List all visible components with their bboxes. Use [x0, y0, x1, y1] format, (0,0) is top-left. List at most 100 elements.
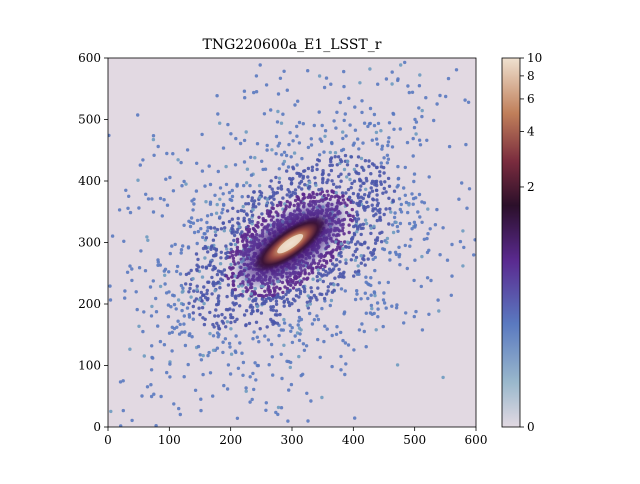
pixel-point [324, 292, 329, 296]
pixel-point [317, 110, 321, 114]
pixel-point [366, 296, 370, 301]
pixel-point [379, 180, 383, 184]
pixel-point [359, 184, 363, 188]
pixel-point [229, 327, 233, 331]
pixel-point [325, 327, 329, 331]
pixel-point [248, 375, 252, 379]
pixel-point [234, 136, 238, 141]
pixel-point [137, 206, 141, 210]
pixel-point [215, 272, 220, 277]
colorbar-axis: 0 2 4 6 8 10 [520, 51, 542, 434]
pixel-point [182, 314, 186, 318]
pixel-point [343, 240, 347, 244]
pixel-point [194, 252, 199, 256]
pixel-point [186, 246, 191, 250]
pixel-point [279, 184, 283, 188]
pixel-point [230, 217, 234, 221]
pixel-point [210, 244, 214, 248]
pixel-point [295, 194, 299, 199]
pixel-point [244, 236, 248, 240]
pixel-point [230, 230, 234, 234]
pixel-point [398, 263, 402, 267]
pixel-point [182, 179, 186, 184]
pixel-point [350, 237, 354, 241]
pixel-point [317, 153, 322, 157]
pixel-point [342, 275, 346, 279]
pixel-point [229, 262, 233, 267]
pixel-point [215, 331, 220, 335]
pixel-point [411, 154, 415, 158]
pixel-point [353, 297, 358, 302]
pixel-point [417, 192, 422, 197]
pixel-point [386, 140, 391, 144]
x-tick-label: 300 [281, 433, 304, 447]
pixel-point [243, 232, 247, 236]
pixel-point [158, 196, 163, 201]
pixel-point [360, 165, 364, 169]
pixel-point [255, 308, 260, 312]
pixel-point [189, 295, 193, 299]
pixel-point [373, 241, 378, 245]
pixel-point [329, 270, 333, 274]
chart-title: TNG220600a_E1_LSST_r [203, 37, 382, 53]
pixel-point [371, 198, 376, 202]
pixel-point [345, 203, 349, 207]
pixel-point [379, 165, 384, 169]
pixel-point [286, 165, 291, 169]
pixel-point [323, 324, 327, 328]
pixel-point [386, 280, 390, 285]
pixel-point [335, 325, 339, 329]
pixel-point [357, 269, 361, 273]
pixel-point [342, 84, 346, 89]
pixel-point [308, 184, 312, 189]
pixel-point [403, 165, 407, 170]
pixel-point [319, 187, 324, 191]
pixel-point [347, 195, 352, 200]
pixel-point [390, 304, 394, 308]
pixel-point [226, 363, 231, 367]
pixel-point [328, 303, 332, 308]
pixel-point [380, 147, 384, 151]
pixel-point [218, 286, 222, 290]
pixel-point [374, 328, 378, 332]
pixel-point [288, 176, 292, 181]
pixel-point [309, 266, 314, 270]
pixel-point [413, 117, 417, 122]
pixel-point [315, 314, 319, 318]
pixel-point [342, 232, 346, 236]
pixel-point [215, 227, 220, 232]
pixel-point [279, 328, 283, 332]
pixel-point [382, 291, 386, 295]
pixel-point [130, 278, 134, 283]
pixel-point [418, 143, 423, 147]
pixel-point [372, 248, 376, 253]
pixel-point [270, 148, 274, 152]
pixel-point [355, 163, 359, 168]
pixel-point [412, 220, 417, 224]
pixel-point [362, 121, 367, 125]
pixel-point [276, 144, 280, 148]
pixel-point [362, 329, 366, 334]
pixel-point [271, 373, 275, 377]
pixel-point [260, 212, 264, 216]
pixel-point [154, 296, 158, 301]
pixel-point [368, 121, 372, 126]
pixel-point [407, 90, 411, 95]
pixel-point [403, 60, 407, 65]
pixel-point [201, 353, 205, 358]
pixel-point [375, 218, 379, 223]
pixel-point [373, 293, 377, 298]
pixel-point [359, 254, 363, 258]
pixel-point [167, 331, 172, 335]
pixel-point [271, 294, 275, 298]
pixel-point [384, 77, 389, 81]
pixel-point [369, 186, 373, 190]
pixel-point [178, 272, 183, 276]
pixel-point [370, 189, 375, 193]
pixel-point [297, 354, 301, 359]
pixel-point [251, 309, 255, 314]
pixel-point [305, 391, 309, 395]
pixel-point [233, 287, 237, 292]
pixel-point [272, 197, 276, 201]
pixel-point [217, 299, 221, 303]
